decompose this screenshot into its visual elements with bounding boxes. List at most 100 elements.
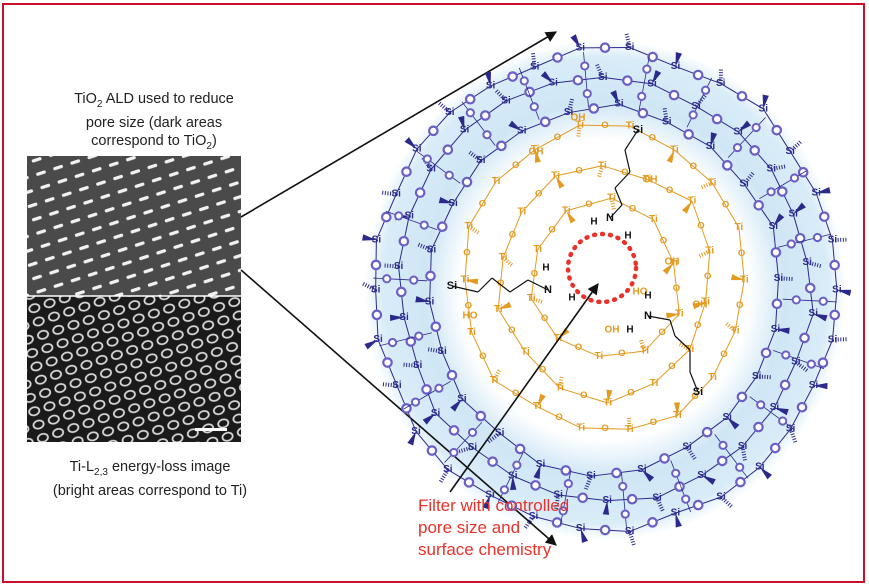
silicon-atom: Si: [786, 423, 796, 434]
oxygen-atom: [410, 397, 421, 407]
oxygen-atom: O: [539, 365, 546, 376]
oxygen-atom: [444, 170, 454, 180]
ti-o-bond: [673, 262, 680, 315]
caption-top-text-c: pore size (dark areas: [85, 114, 223, 131]
silicon-atom: Si: [426, 164, 436, 175]
silicon-atom: Si: [811, 188, 821, 199]
ti-o-bond: [734, 279, 745, 332]
hashed-bond: [492, 367, 502, 382]
titanium-atom: Ti: [607, 193, 616, 204]
ti-o-bond: [557, 338, 600, 357]
wedge-bond: [555, 175, 565, 189]
titanium-atom: Ti: [673, 410, 682, 421]
silicon-atom: Si: [508, 470, 518, 481]
pore-label-line-1: Filter with controlled: [418, 496, 570, 515]
ti-o-bond: [598, 350, 645, 357]
oxygen-atom: [467, 427, 478, 438]
oxygen-atom: [804, 282, 816, 294]
silicon-atom: Si: [785, 146, 795, 157]
titanium-atom: Ti: [603, 397, 612, 408]
tem-bright-panel: [27, 296, 241, 442]
wedge-bond: [566, 210, 576, 224]
wedge-bond: [682, 201, 692, 214]
wedge-bond: [813, 382, 828, 390]
oxygen-atom: O: [535, 188, 542, 199]
ti-o-bond: [629, 415, 678, 430]
titanium-atom: Ti: [527, 293, 536, 304]
oxygen-atom: [794, 232, 806, 244]
oxygen-atom: [496, 140, 507, 152]
oxygen-atom: [760, 347, 772, 359]
oxygen-atom: [620, 509, 630, 519]
nitrogen-atom: N: [606, 212, 614, 224]
silicon-atom: Si: [752, 371, 762, 382]
wedge-bond: [675, 513, 682, 528]
oxygen-atom: [769, 442, 781, 454]
silicon-atom: Si: [598, 72, 608, 83]
wedge-bond: [793, 202, 806, 215]
wedge-bond: [641, 469, 655, 482]
oxygen-atom: [387, 337, 398, 348]
wedge-bond: [540, 71, 554, 84]
oxygen-atom: [414, 331, 424, 341]
oxygen-atom: [771, 124, 783, 136]
wedge-bond: [484, 71, 491, 86]
titanium-atom: Ti: [461, 275, 470, 286]
ti-o-bond: [652, 219, 674, 264]
oxygen-atom: [701, 426, 713, 438]
zoom-arrow-top: [240, 31, 557, 218]
ti-o-bond: [738, 227, 745, 281]
alkyl-bond: [614, 187, 623, 206]
silicon-atom: Si: [809, 308, 819, 319]
silicon-atom: Si: [548, 78, 558, 89]
silicon-atom: Si: [411, 426, 421, 437]
oxygen-atom: O: [541, 313, 548, 324]
titanium-atom: Ti: [708, 177, 717, 188]
oxygen-atom: [405, 336, 417, 347]
wedge-bond: [510, 475, 517, 490]
wedge-bond: [662, 262, 674, 275]
oxygen-atom: O: [531, 268, 538, 279]
oxygen-atom: [414, 187, 426, 198]
ti-o-bond: [464, 226, 470, 281]
oxygen-atom: [449, 447, 459, 458]
caption-energy-loss: Ti-L2,3 energy-loss image (bright areas …: [10, 458, 290, 500]
silicon-atom: Si: [536, 459, 546, 470]
oxygen-atom: [718, 440, 728, 450]
hashed-bond: [609, 197, 617, 212]
oxygen-atom: O: [575, 165, 582, 176]
oxygen-atom: [499, 485, 510, 495]
wedge-bond: [404, 137, 417, 150]
titanium-atom: Ti: [551, 170, 560, 181]
oxygen-atom: O: [660, 236, 667, 247]
oxygen-atom: [829, 259, 840, 271]
oxygen-atom: O: [508, 325, 515, 336]
ti-o-bond: [705, 251, 711, 303]
oxygen-atom: [580, 61, 590, 71]
oxygen-atom: [475, 410, 487, 422]
silicon-atom: Si: [828, 235, 838, 246]
oxygen-atom: O: [694, 320, 701, 331]
oxygen-atom: [637, 91, 647, 102]
silicon-atom: Si: [759, 103, 769, 114]
oxygen-atom: [668, 89, 680, 101]
silicon-atom: Si: [722, 412, 732, 423]
silicon-atom: Si: [501, 95, 511, 106]
alkyl-bond: [689, 371, 699, 393]
oxygen-atom: [539, 116, 551, 128]
wedge-bond: [775, 327, 790, 334]
silicon-atom: Si: [671, 61, 681, 72]
oxygen-atom: O: [690, 161, 697, 172]
oxygen-atom: [558, 506, 568, 516]
titanium-atom: Ti: [598, 160, 607, 171]
hydroxyl-group: HO: [633, 287, 648, 298]
oxygen-atom: O: [554, 132, 561, 143]
wedge-bond: [816, 187, 831, 194]
oxygen-atom: [779, 379, 791, 391]
silicon-atom: Si: [529, 511, 539, 522]
titanium-atom: Ti: [562, 205, 571, 216]
titanium-atom: Ti: [643, 174, 652, 185]
oxygen-atom: [530, 480, 541, 491]
oxygen-atom: [382, 274, 392, 284]
wedge-bond: [652, 69, 662, 84]
